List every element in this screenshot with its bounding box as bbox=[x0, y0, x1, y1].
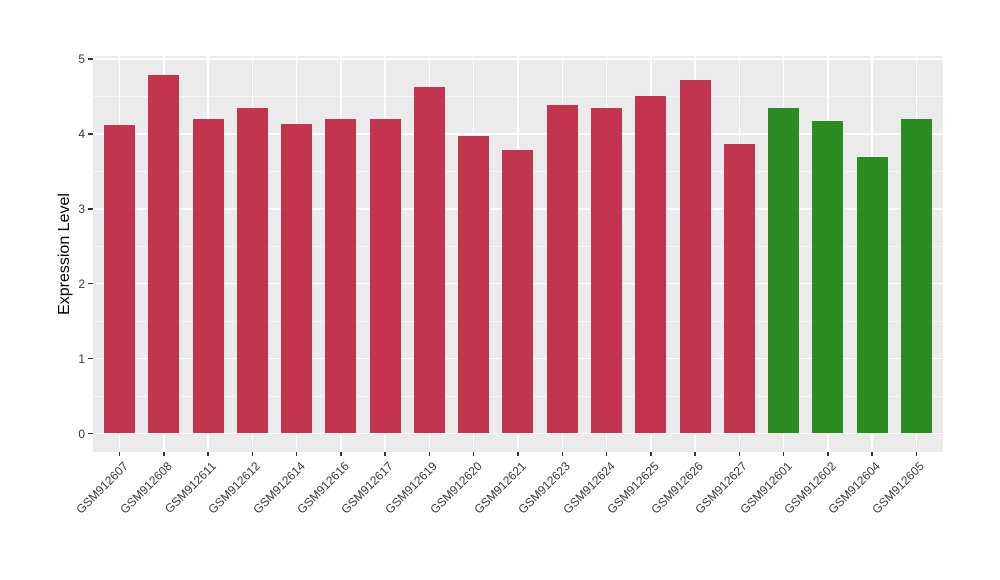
x-axis-tick bbox=[295, 452, 298, 456]
y-axis-tick-label: 1 bbox=[78, 351, 85, 366]
bar bbox=[900, 118, 932, 434]
bar bbox=[723, 144, 755, 434]
bar bbox=[502, 149, 534, 434]
x-axis-tick bbox=[650, 452, 652, 456]
x-axis-tick-label: GSM912608 bbox=[117, 459, 175, 517]
bar bbox=[635, 95, 667, 434]
x-axis-tick-label: GSM912601 bbox=[736, 459, 795, 517]
x-axis-tick bbox=[163, 452, 165, 456]
x-axis-tick-label: GSM912607 bbox=[72, 459, 131, 517]
y-axis-tick bbox=[88, 282, 93, 285]
x-axis-tick bbox=[827, 452, 829, 456]
y-axis-tick-label: 5 bbox=[78, 52, 85, 66]
y-axis-tick-label: 4 bbox=[78, 126, 85, 141]
x-axis-tick-label: GSM912625 bbox=[604, 459, 662, 517]
x-axis-tick-label: GSM912626 bbox=[648, 459, 706, 517]
x-axis-tick-label: GSM912604 bbox=[825, 459, 884, 517]
x-axis-tick bbox=[782, 452, 785, 456]
bar bbox=[413, 86, 445, 434]
bar bbox=[812, 121, 844, 434]
y-axis-tick-label: 3 bbox=[78, 201, 85, 216]
plot-panel bbox=[93, 56, 943, 452]
bar bbox=[768, 107, 800, 434]
x-axis-tick-label: GSM912621 bbox=[471, 459, 529, 517]
y-axis-tick bbox=[88, 208, 93, 210]
y-axis-tick bbox=[88, 58, 93, 60]
bar bbox=[679, 79, 711, 434]
x-axis-tick-label: GSM912619 bbox=[382, 459, 441, 517]
x-axis-tick bbox=[428, 452, 431, 456]
y-axis-tick bbox=[88, 357, 93, 360]
x-axis-tick-label: GSM912620 bbox=[427, 459, 485, 517]
x-axis-tick-label: GSM912602 bbox=[781, 459, 839, 517]
bar bbox=[148, 74, 180, 434]
x-axis-tick bbox=[915, 452, 918, 456]
x-axis-tick bbox=[561, 452, 563, 456]
x-axis-tick-label: GSM912627 bbox=[692, 459, 751, 517]
bar bbox=[325, 118, 357, 434]
x-axis-tick bbox=[340, 452, 342, 456]
x-axis-tick bbox=[472, 452, 475, 456]
x-axis-tick bbox=[207, 452, 209, 456]
x-axis-tick-label: GSM912623 bbox=[515, 459, 574, 517]
x-axis-tick bbox=[738, 452, 741, 456]
bar bbox=[546, 105, 578, 434]
x-axis-tick-label: GSM912616 bbox=[294, 459, 352, 517]
bar bbox=[369, 118, 401, 434]
x-axis-tick-label: GSM912612 bbox=[205, 459, 264, 517]
y-axis-tick-label: 0 bbox=[78, 426, 85, 441]
bar bbox=[192, 118, 224, 434]
x-axis-tick-label: GSM912617 bbox=[338, 459, 397, 517]
y-axis-tick bbox=[88, 432, 93, 435]
x-axis-tick bbox=[517, 452, 519, 456]
bar bbox=[236, 108, 268, 434]
x-axis-tick-label: GSM912614 bbox=[250, 459, 308, 517]
x-axis-tick bbox=[251, 452, 254, 456]
x-axis-tick-label: GSM912611 bbox=[162, 459, 220, 516]
bar bbox=[104, 124, 136, 434]
bar bbox=[281, 124, 313, 434]
y-axis-tick-label: 2 bbox=[78, 276, 85, 291]
bar bbox=[856, 157, 888, 434]
bar bbox=[458, 136, 490, 434]
y-axis-tick bbox=[88, 133, 93, 135]
bar bbox=[591, 108, 623, 434]
x-axis-tick bbox=[871, 452, 873, 456]
x-axis-tick bbox=[118, 452, 121, 456]
x-axis-tick-label: GSM912605 bbox=[869, 459, 928, 517]
x-axis-tick bbox=[384, 452, 386, 456]
x-axis-tick bbox=[605, 452, 608, 456]
x-axis-tick-label: GSM912624 bbox=[559, 459, 618, 517]
x-axis-tick bbox=[694, 452, 696, 456]
y-axis-title-container: Expression Level bbox=[48, 56, 82, 452]
